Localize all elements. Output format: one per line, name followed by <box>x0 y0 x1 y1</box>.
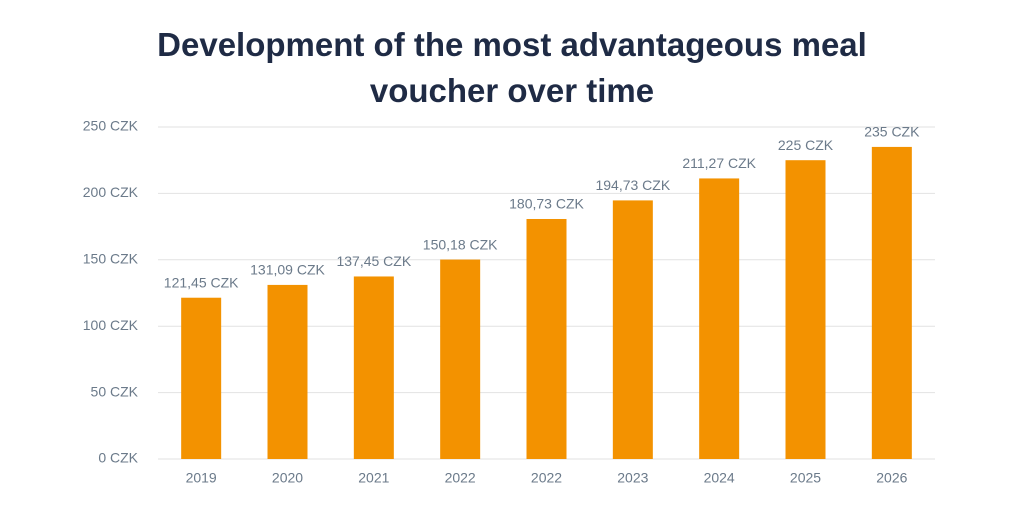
y-tick-label: 200 CZK <box>83 184 139 200</box>
x-tick-label: 2025 <box>790 470 821 486</box>
x-tick-label: 2026 <box>876 470 907 486</box>
value-label: 121,45 CZK <box>164 274 239 290</box>
bar <box>699 178 740 459</box>
bar <box>353 276 394 459</box>
chart-title: Development of the most advantageous mea… <box>157 26 867 109</box>
x-tick-label: 2021 <box>358 470 389 486</box>
y-tick-label: 150 CZK <box>83 251 139 267</box>
bar <box>181 297 222 459</box>
value-label: 137,45 CZK <box>336 253 411 269</box>
value-label: 194,73 CZK <box>595 177 670 193</box>
x-tick-label: 2022 <box>445 470 476 486</box>
value-label: 235 CZK <box>864 124 920 140</box>
bar <box>785 160 826 459</box>
value-label: 150,18 CZK <box>423 236 498 252</box>
x-tick-label: 2020 <box>272 470 303 486</box>
y-tick-label: 0 CZK <box>98 450 138 466</box>
bar <box>612 200 653 459</box>
value-label: 180,73 CZK <box>509 196 584 212</box>
bar <box>871 146 912 460</box>
y-tick-label: 50 CZK <box>91 383 139 399</box>
x-tick-label: 2022 <box>531 470 562 486</box>
x-tick-label: 2024 <box>704 470 735 486</box>
x-tick-label: 2019 <box>186 470 217 486</box>
bar <box>526 218 567 459</box>
value-label: 211,27 CZK <box>682 155 756 171</box>
value-label: 131,09 CZK <box>250 262 325 278</box>
y-tick-label: 100 CZK <box>83 317 139 333</box>
value-label: 225 CZK <box>778 137 834 153</box>
bar <box>440 259 481 459</box>
bar <box>267 284 308 459</box>
y-tick-label: 250 CZK <box>83 118 139 134</box>
x-tick-label: 2023 <box>617 470 648 486</box>
